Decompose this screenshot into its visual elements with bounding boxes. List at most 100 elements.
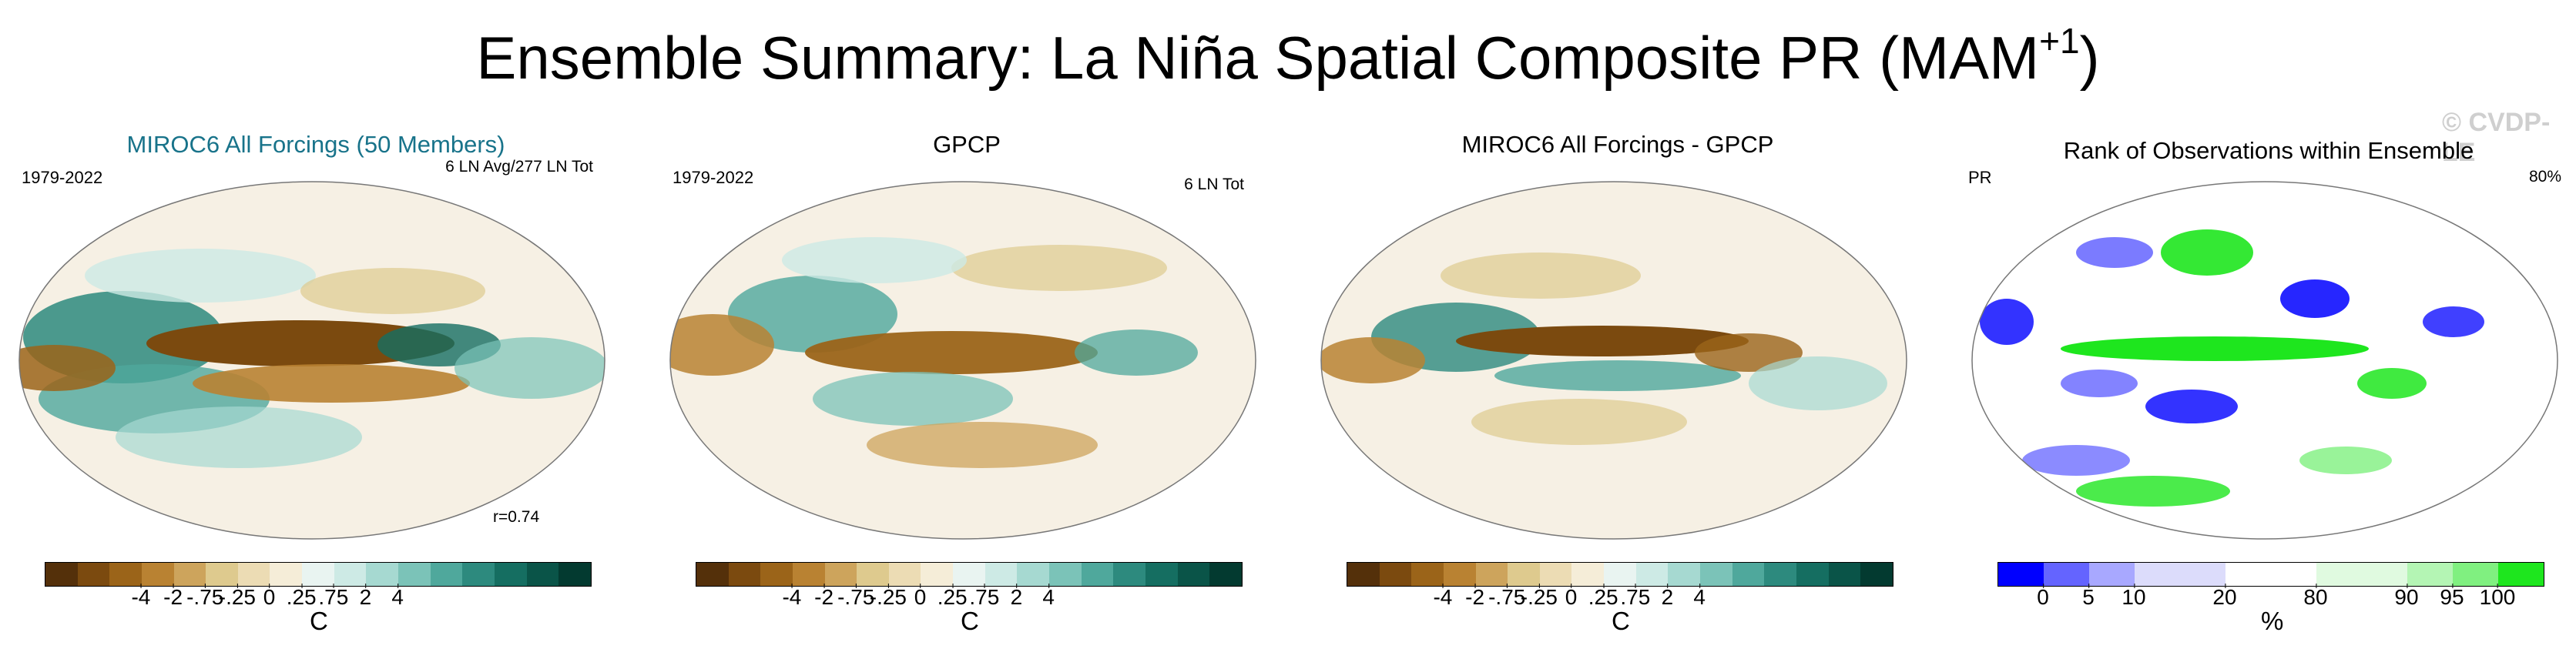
map-obs (669, 181, 1256, 540)
colorbar-swatch (2271, 563, 2316, 586)
watermark: © CVDP-LE (2442, 108, 2551, 167)
colorbar-tick-label: 4 (1693, 584, 1706, 609)
panel-difference: MIROC6 All Forcings - GPCP -4 -2 -.75 -.25 0… (1310, 123, 1926, 654)
colorbar-swatch (2089, 563, 2135, 586)
colorbar-swatch (141, 563, 174, 586)
colorbar-swatch (888, 563, 921, 586)
colorbar-swatch (2407, 563, 2453, 586)
colorbar-swatch (2498, 563, 2544, 586)
colorbar-swatch (2316, 563, 2362, 586)
colorbar-swatch (1998, 563, 2044, 586)
count-label: 6 LN Tot (1184, 176, 1244, 193)
colorbar-tick-label: 95 (2440, 584, 2464, 609)
colorbar-tick-label: -.75 (1488, 584, 1526, 609)
variable-label: PR (1968, 168, 1992, 187)
panel-model: MIROC6 All Forcings (50 Members) 1979-20… (8, 123, 624, 654)
colorbar-swatch (334, 563, 367, 586)
colorbar-swatch (558, 563, 591, 586)
colorbar-unit: C (1612, 607, 1630, 635)
colorbar-tick-label: 2 (1661, 584, 1674, 609)
colorbar-tick-label: 10 (2122, 584, 2146, 609)
colorbar-tick-label: -.75 (837, 584, 875, 609)
colorbar-swatch (237, 563, 270, 586)
figure-title: Ensemble Summary: La Niña Spatial Compos… (476, 21, 2100, 92)
colorbar-tick-label: .25 (937, 584, 968, 609)
colorbar-swatch (173, 563, 206, 586)
colorbar-swatch (1828, 563, 1861, 586)
colorbar-swatch (1508, 563, 1540, 586)
colorbar-swatch (984, 563, 1018, 586)
colorbar-swatch (109, 563, 142, 586)
colorbar-swatch (1796, 563, 1829, 586)
panel-rank: Rank of Observations within Ensemble PR … (1961, 123, 2576, 654)
colorbar-unit: % (2261, 607, 2284, 635)
colorbar-swatch (1113, 563, 1145, 586)
colorbar-tick-label: -2 (1465, 584, 1485, 609)
colorbar-swatch (45, 563, 78, 586)
colorbar-tick-label: 5 (2082, 584, 2095, 609)
colorbar-tick-label: 20 (2212, 584, 2237, 609)
colorbar-tick-label: 4 (1042, 584, 1055, 609)
colorbar-tick-label: -.25 (1520, 584, 1558, 609)
colorbar-swatch (1145, 563, 1178, 586)
colorbar-swatch (1081, 563, 1114, 586)
colorbar-tick-label: .75 (969, 584, 1000, 609)
colorbar-swatch (270, 563, 303, 586)
colorbar-swatch (302, 563, 334, 586)
colorbar-swatch (728, 563, 761, 586)
colorbar-swatch (1732, 563, 1765, 586)
colorbar (696, 562, 1243, 587)
map-model (18, 181, 605, 540)
colorbar-swatch (1379, 563, 1412, 586)
colorbar-swatch (430, 563, 463, 586)
colorbar (1347, 562, 1893, 587)
colorbar-unit: C (961, 607, 979, 635)
period-label: 1979-2022 (673, 168, 754, 187)
colorbar-tick-label: 0 (2037, 584, 2049, 609)
panel-title: GPCP (933, 131, 1001, 158)
colorbar-swatch (760, 563, 793, 586)
colorbar-swatch (1017, 563, 1050, 586)
colorbar-tick-label: 100 (2479, 584, 2516, 609)
colorbar-swatch (1411, 563, 1444, 586)
colorbar-swatch (953, 563, 985, 586)
panel-title: MIROC6 All Forcings (50 Members) (126, 131, 505, 158)
colorbar-swatch (2135, 563, 2180, 586)
colorbar-tick-label: 0 (914, 584, 927, 609)
colorbar-swatch (2044, 563, 2089, 586)
colorbar-swatch (1571, 563, 1605, 586)
colorbar-ticks: -4 -2 -.75 -.25 0 .25.75 2 4 (45, 584, 590, 616)
colorbar-swatch (1049, 563, 1082, 586)
colorbar-ticks: 0 5 10 20 80 90 95 100 (1997, 584, 2543, 616)
colorbar-swatch (696, 563, 729, 586)
colorbar-swatch (526, 563, 559, 586)
count-label: 6 LN Avg/277 LN Tot (445, 158, 593, 176)
colorbar-swatch (1347, 563, 1380, 586)
colorbar-swatch (1209, 563, 1242, 586)
colorbar-swatch (1539, 563, 1572, 586)
panel-title: MIROC6 All Forcings - GPCP (1461, 131, 1774, 158)
colorbar-swatch (1764, 563, 1796, 586)
colorbar-swatch (824, 563, 857, 586)
colorbar (1997, 562, 2544, 587)
colorbar-unit: C (310, 607, 328, 635)
colorbar-swatch (1443, 563, 1476, 586)
colorbar-swatch (2453, 563, 2498, 586)
map-difference (1320, 181, 1907, 540)
colorbar-swatch (792, 563, 825, 586)
colorbar (45, 562, 592, 587)
colorbar-swatch (2225, 563, 2271, 586)
colorbar-ticks: -4 -2 -.75 -.25 0 .25.75 2 4 (696, 584, 1241, 616)
colorbar-tick-label: 90 (2394, 584, 2419, 609)
colorbar-swatch (1635, 563, 1669, 586)
colorbar-tick-label: 0 (263, 584, 276, 609)
colorbar-tick-label: -4 (131, 584, 151, 609)
colorbar-swatch (1860, 563, 1893, 586)
period-label: 1979-2022 (22, 168, 103, 187)
colorbar-swatch (2180, 563, 2225, 586)
colorbar-tick-label: -2 (814, 584, 834, 609)
colorbar-swatch (462, 563, 495, 586)
colorbar-tick-label: 2 (1010, 584, 1023, 609)
map-rank (1971, 181, 2558, 540)
colorbar-tick-label: -.25 (869, 584, 907, 609)
